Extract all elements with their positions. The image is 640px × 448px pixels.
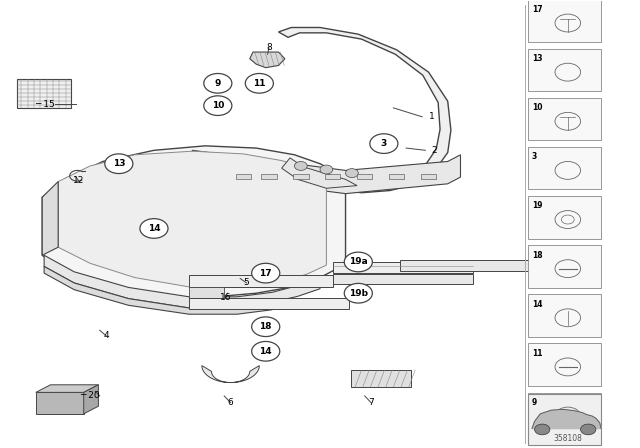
Text: 1: 1 (429, 112, 435, 121)
Polygon shape (58, 151, 326, 288)
Bar (236, 174, 251, 179)
Text: 18: 18 (532, 250, 542, 259)
Text: 10: 10 (532, 103, 542, 112)
Circle shape (580, 424, 596, 435)
Text: 17: 17 (532, 5, 542, 14)
Text: 3: 3 (381, 139, 387, 148)
Polygon shape (333, 262, 473, 273)
Bar (528, 245, 602, 288)
Text: 2: 2 (432, 146, 437, 155)
Text: 11: 11 (532, 349, 542, 358)
Circle shape (204, 96, 232, 116)
Bar (528, 98, 602, 140)
Bar (36, 392, 84, 414)
Text: 12: 12 (73, 176, 84, 185)
Circle shape (140, 219, 168, 238)
Text: 19: 19 (532, 202, 542, 211)
Bar (528, 196, 602, 238)
Bar (528, 147, 602, 190)
Circle shape (346, 168, 358, 177)
Polygon shape (282, 158, 357, 188)
Bar (528, 392, 602, 435)
Text: 14: 14 (148, 224, 160, 233)
Circle shape (105, 154, 133, 173)
Polygon shape (192, 151, 461, 194)
Circle shape (534, 424, 550, 435)
Bar (293, 174, 308, 179)
Polygon shape (42, 146, 346, 297)
Circle shape (204, 73, 232, 93)
Bar (389, 174, 404, 179)
Text: 3: 3 (532, 152, 537, 161)
Polygon shape (333, 274, 473, 284)
Polygon shape (202, 366, 259, 383)
Text: ─ 15: ─ 15 (35, 100, 55, 109)
Text: 4: 4 (103, 331, 109, 340)
Bar (528, 0, 602, 42)
Bar (357, 174, 372, 179)
Text: 8: 8 (266, 43, 272, 52)
Text: 13: 13 (113, 159, 125, 168)
Text: 19b: 19b (349, 289, 368, 298)
Polygon shape (84, 385, 99, 414)
Text: 16: 16 (220, 293, 231, 302)
Polygon shape (44, 267, 272, 314)
Text: 13: 13 (532, 54, 542, 63)
Polygon shape (250, 52, 285, 68)
Bar (351, 370, 412, 387)
Polygon shape (278, 27, 451, 193)
Circle shape (344, 284, 372, 303)
Circle shape (245, 73, 273, 93)
Bar (17, 79, 71, 108)
Bar (261, 174, 276, 179)
Circle shape (252, 263, 280, 283)
Polygon shape (44, 255, 320, 308)
Bar (528, 394, 602, 445)
Circle shape (252, 317, 280, 336)
Circle shape (294, 161, 307, 170)
Text: 10: 10 (212, 101, 224, 110)
Text: 9: 9 (214, 79, 221, 88)
Text: 17: 17 (259, 269, 272, 278)
Bar (325, 174, 340, 179)
Text: ─ 20: ─ 20 (80, 392, 100, 401)
Bar (528, 49, 602, 91)
Bar (528, 294, 602, 337)
Text: 6: 6 (228, 398, 234, 407)
Polygon shape (400, 260, 531, 271)
Circle shape (344, 252, 372, 272)
Polygon shape (189, 287, 224, 297)
Text: 9: 9 (532, 398, 537, 407)
Text: 14: 14 (532, 300, 542, 309)
Polygon shape (189, 276, 333, 287)
Polygon shape (42, 181, 58, 255)
Polygon shape (189, 297, 349, 309)
Circle shape (320, 165, 333, 174)
Text: 5: 5 (244, 279, 250, 288)
Text: 11: 11 (253, 79, 266, 88)
Polygon shape (532, 409, 601, 429)
Circle shape (370, 134, 398, 153)
Text: 7: 7 (368, 398, 374, 407)
Text: 18: 18 (259, 322, 272, 331)
Text: 358108: 358108 (554, 434, 582, 443)
Bar (421, 174, 436, 179)
Text: 19a: 19a (349, 258, 368, 267)
Text: 14: 14 (259, 347, 272, 356)
Polygon shape (36, 385, 99, 392)
Circle shape (252, 341, 280, 361)
Bar (528, 344, 602, 386)
